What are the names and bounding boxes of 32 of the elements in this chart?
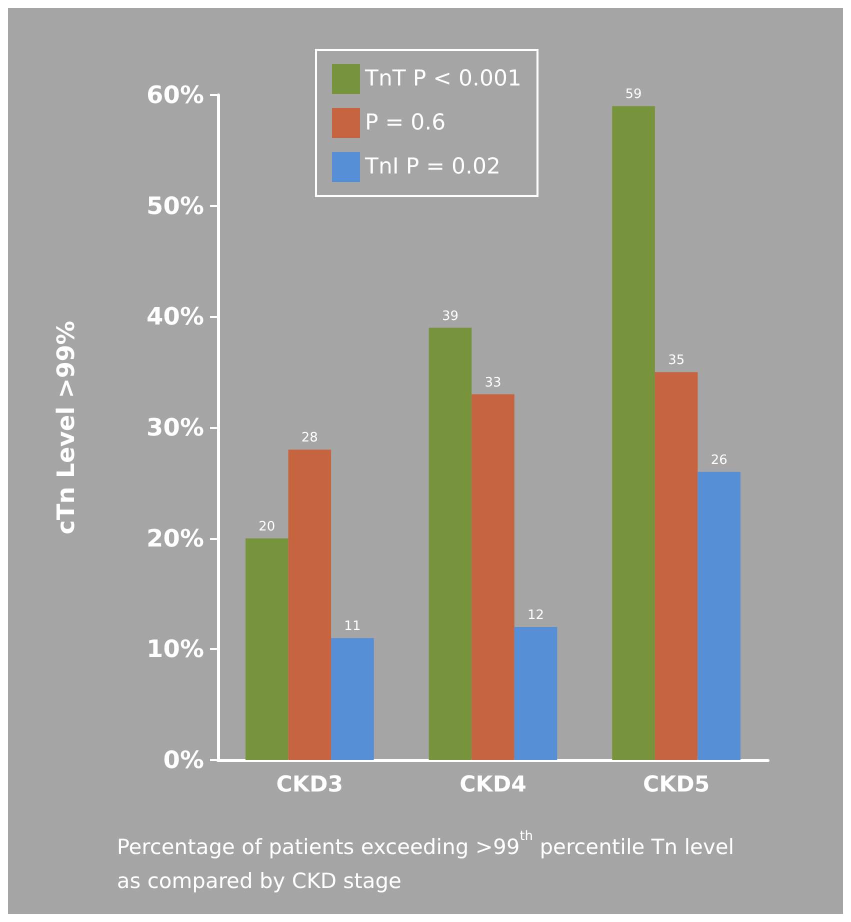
bar	[331, 638, 374, 760]
data-label: 28	[301, 430, 318, 446]
x-tick-label: CKD3	[276, 772, 344, 798]
data-label: 59	[625, 87, 642, 102]
bar	[288, 450, 332, 760]
y-tick-label: 10%	[146, 635, 204, 664]
data-label: 39	[442, 308, 458, 324]
data-label: 26	[710, 452, 728, 468]
legend-label: TnI P = 0.02	[364, 154, 501, 180]
bar	[428, 328, 472, 760]
data-label: 12	[528, 608, 544, 623]
y-tick-label: 30%	[146, 414, 204, 442]
y-tick-label: 60%	[146, 81, 204, 109]
legend-label: P = 0.6	[365, 110, 446, 136]
y-tick-label: 40%	[146, 302, 204, 331]
data-label: 35	[668, 353, 685, 368]
y-tick-label: 0%	[163, 746, 204, 774]
x-tick-label: CKD4	[460, 772, 526, 798]
bar	[698, 472, 740, 760]
bar	[612, 106, 655, 760]
data-label: 33	[484, 375, 502, 390]
bar	[514, 627, 558, 760]
bar	[472, 394, 514, 760]
bar	[246, 538, 288, 760]
y-axis-title: cTn Level >99%	[52, 320, 80, 534]
legend-label: TnT P < 0.001	[364, 66, 522, 92]
bar	[654, 372, 698, 760]
data-label: 11	[344, 619, 361, 634]
data-label: 20	[258, 519, 276, 534]
y-tick-label: 50%	[146, 192, 204, 220]
x-tick-label: CKD5	[642, 772, 710, 798]
y-tick-label: 20%	[146, 524, 204, 552]
